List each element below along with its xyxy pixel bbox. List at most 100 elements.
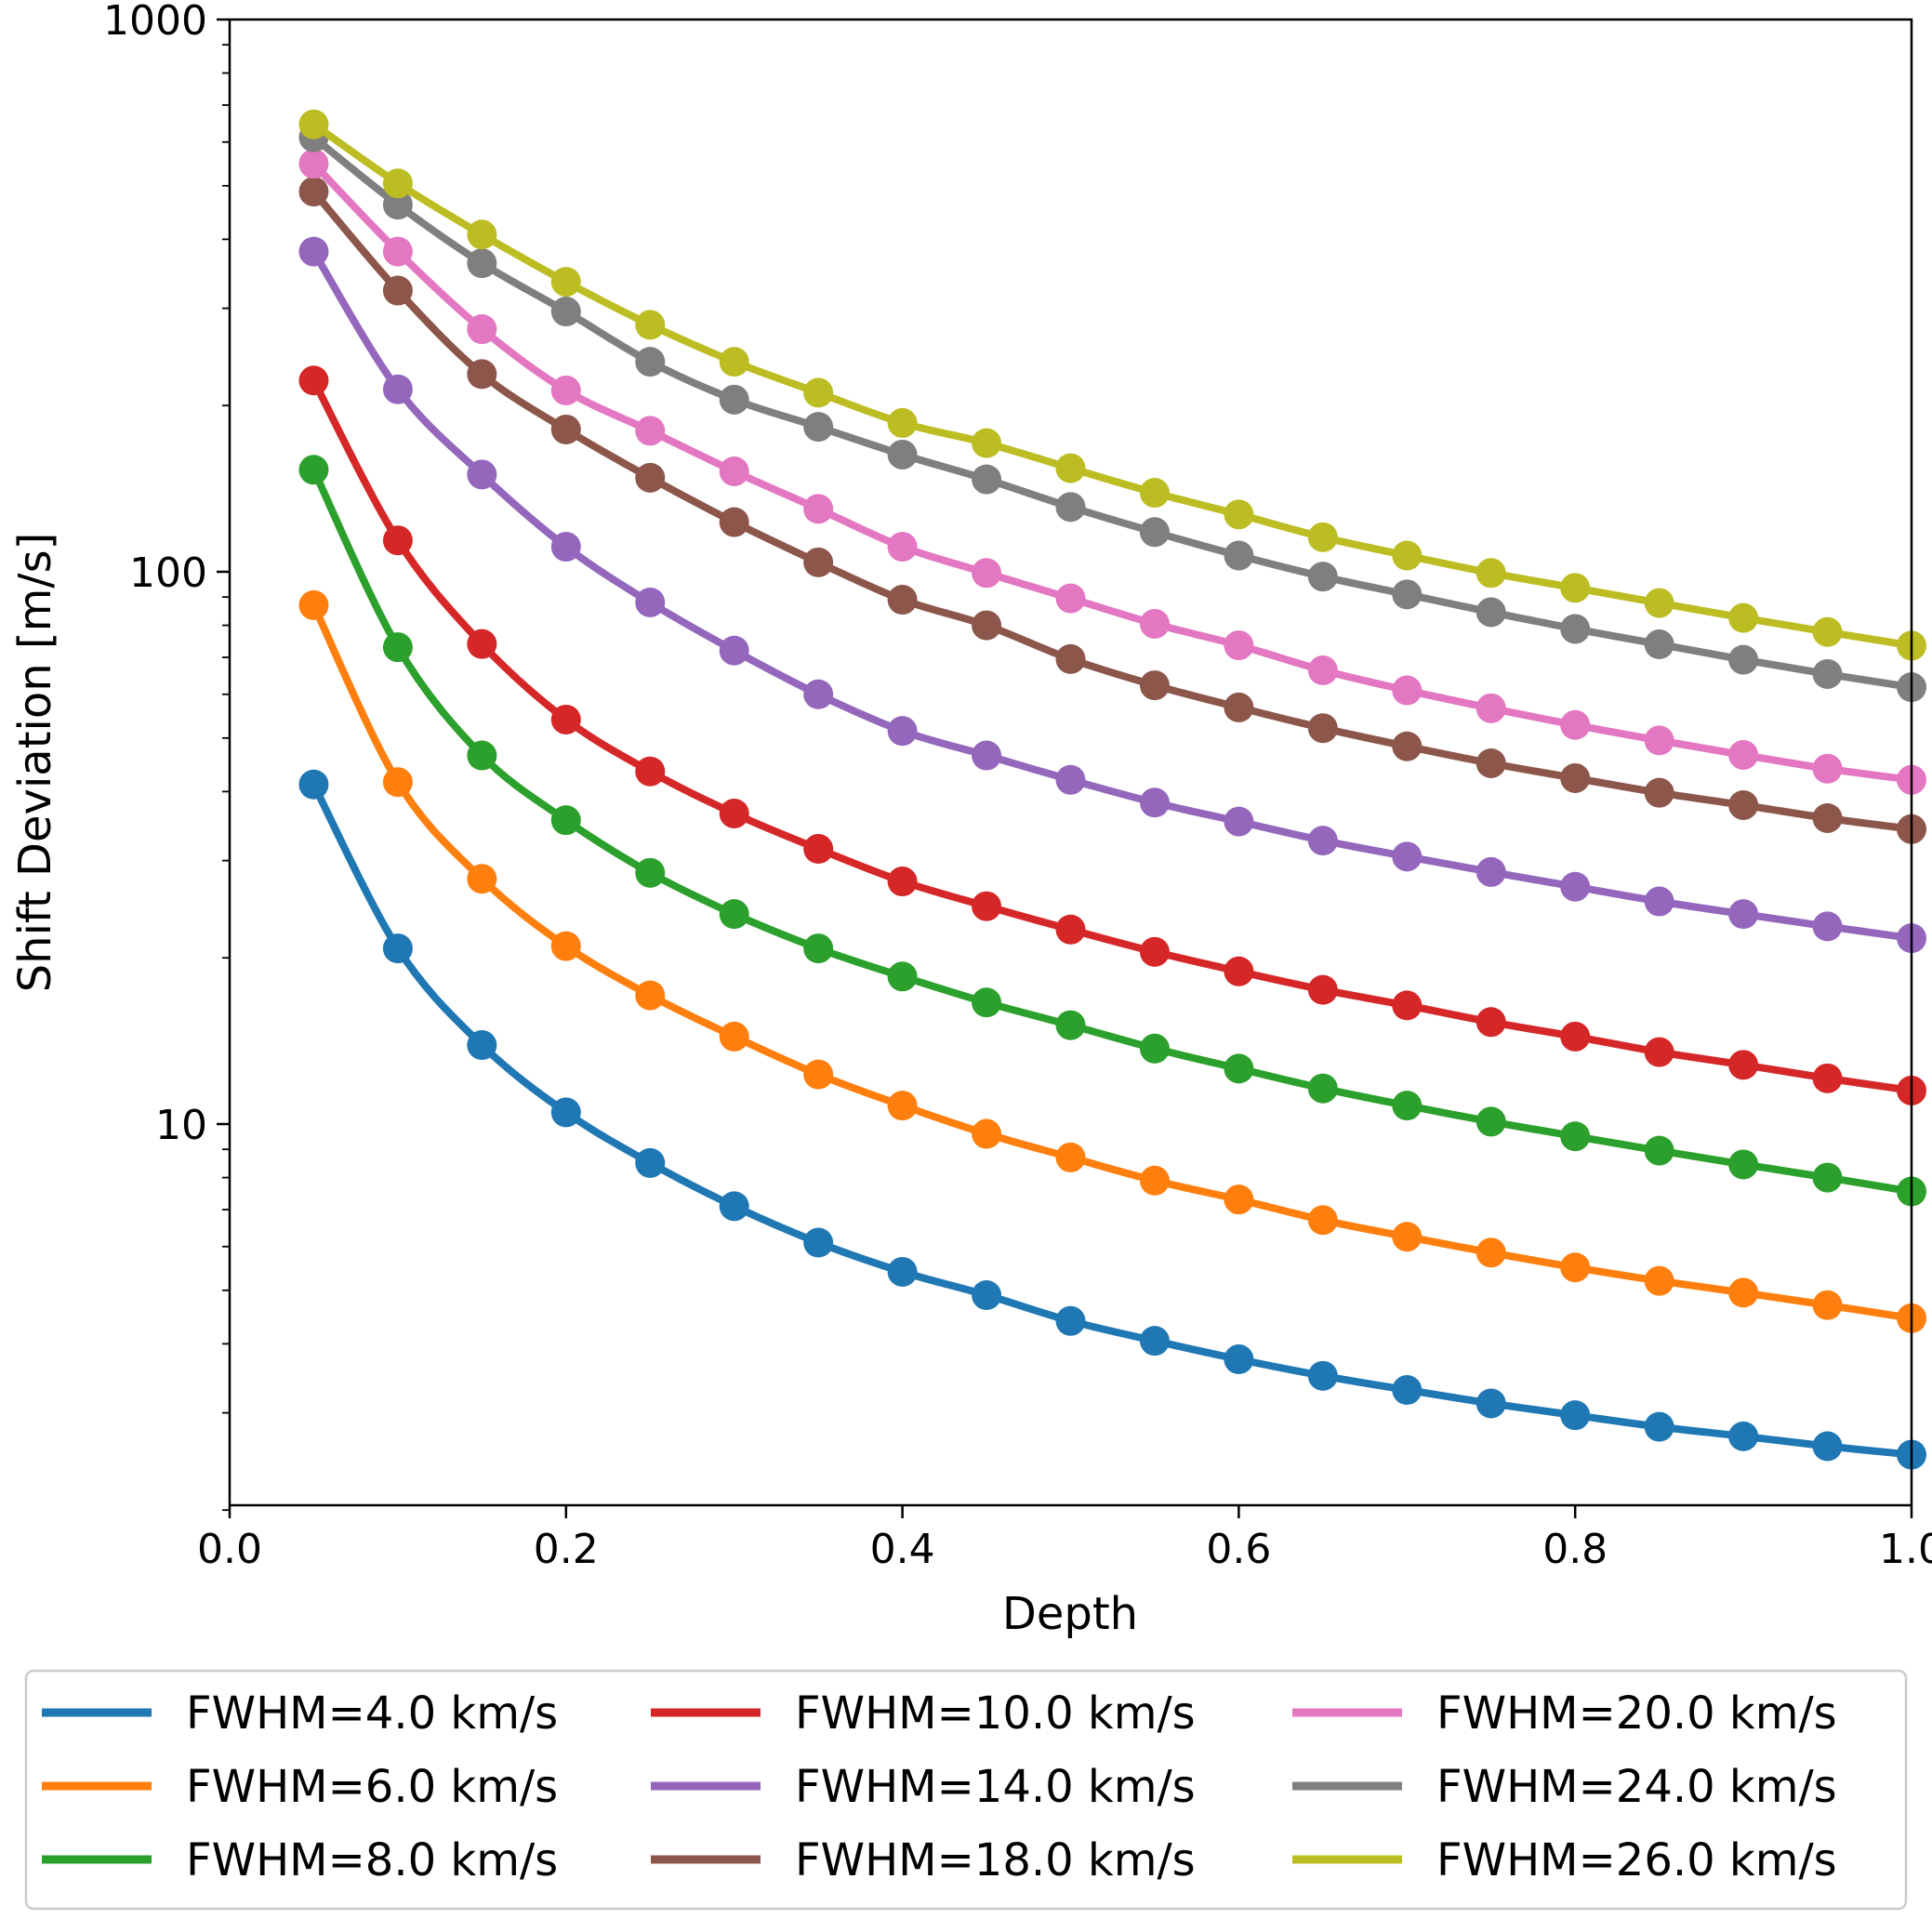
- data-point: [1139, 1165, 1170, 1196]
- data-point: [550, 375, 581, 405]
- data-point: [972, 610, 1002, 641]
- data-point: [972, 1280, 1002, 1311]
- series-layer: [298, 109, 1926, 1470]
- data-point: [1224, 1053, 1254, 1084]
- y-tick-label: 100: [129, 549, 207, 597]
- data-point: [382, 933, 413, 964]
- y-axis: 10 100 1000: [103, 0, 230, 1149]
- data-point: [1728, 1421, 1759, 1451]
- x-tick-label: 0.0: [197, 1526, 262, 1573]
- data-point: [887, 716, 918, 747]
- data-point: [550, 297, 581, 327]
- data-point: [1475, 597, 1506, 628]
- data-point: [1475, 558, 1506, 589]
- legend: FWHM=4.0 km/s FWHM=6.0 km/s FWHM=8.0 km/s F…: [24, 1669, 1908, 1911]
- data-point: [635, 857, 666, 888]
- data-point: [1475, 1106, 1506, 1137]
- data-point: [1644, 1135, 1674, 1166]
- data-point: [298, 236, 329, 267]
- x-tick-label: 0.2: [534, 1526, 599, 1573]
- data-point: [1392, 990, 1423, 1021]
- legend-item: FWHM=8.0 km/s: [42, 1834, 558, 1886]
- data-point: [719, 456, 749, 486]
- data-point: [1139, 787, 1170, 818]
- legend-label: FWHM=18.0 km/s: [795, 1834, 1196, 1886]
- data-point: [1139, 1033, 1170, 1064]
- data-point: [887, 961, 918, 992]
- data-point: [1644, 1037, 1674, 1067]
- data-point: [382, 632, 413, 663]
- data-point: [1392, 731, 1423, 761]
- data-point: [467, 1030, 497, 1061]
- data-point: [719, 635, 749, 666]
- data-point: [1644, 1265, 1674, 1296]
- data-point: [467, 864, 497, 894]
- data-point: [1055, 1142, 1086, 1172]
- data-point: [467, 459, 497, 490]
- legend-label: FWHM=26.0 km/s: [1436, 1834, 1837, 1886]
- data-point: [719, 384, 749, 415]
- data-point: [1224, 1184, 1254, 1215]
- data-point: [1139, 1326, 1170, 1356]
- data-point: [1055, 643, 1086, 674]
- data-point: [803, 1059, 834, 1090]
- data-point: [1139, 517, 1170, 548]
- data-point: [1475, 1237, 1506, 1268]
- data-point: [1307, 1073, 1338, 1104]
- data-point: [298, 455, 329, 485]
- data-point: [298, 149, 329, 179]
- data-point: [1560, 871, 1591, 902]
- data-point: [1392, 675, 1423, 706]
- data-point: [382, 168, 413, 199]
- data-point: [1475, 693, 1506, 723]
- data-point: [1644, 588, 1674, 618]
- y-axis-label: Shift Deviation [m/s]: [9, 533, 61, 993]
- data-point: [550, 532, 581, 562]
- legend-item: FWHM=14.0 km/s: [651, 1761, 1196, 1813]
- data-point: [972, 428, 1002, 458]
- data-point: [635, 756, 666, 787]
- data-point: [1307, 522, 1338, 552]
- data-point: [298, 177, 329, 207]
- data-point: [1139, 478, 1170, 509]
- legend-label: FWHM=6.0 km/s: [186, 1761, 558, 1813]
- legend-item: FWHM=26.0 km/s: [1292, 1834, 1837, 1886]
- data-point: [1812, 616, 1843, 647]
- data-point: [972, 987, 1002, 1018]
- data-point: [1307, 655, 1338, 686]
- data-point: [1392, 1375, 1423, 1406]
- data-point: [550, 704, 581, 734]
- data-point: [1392, 579, 1423, 610]
- data-point: [1728, 602, 1759, 633]
- data-point: [1139, 608, 1170, 639]
- series-2: [298, 589, 1926, 1333]
- data-point: [1644, 886, 1674, 917]
- data-point: [1560, 614, 1591, 644]
- data-point: [298, 589, 329, 620]
- series-5: [298, 236, 1926, 954]
- data-point: [1812, 802, 1843, 833]
- legend-label: FWHM=14.0 km/s: [795, 1761, 1196, 1813]
- data-point: [1307, 974, 1338, 1005]
- legend-frame: [24, 1669, 1908, 1911]
- data-point: [635, 587, 666, 617]
- data-point: [1560, 762, 1591, 793]
- legend-item: FWHM=20.0 km/s: [1292, 1687, 1837, 1740]
- x-axis: 0.0 0.2 0.4 0.6 0.8 1.0: [197, 1505, 1932, 1573]
- y-tick-label: 10: [155, 1102, 207, 1149]
- data-point: [1728, 1050, 1759, 1080]
- data-point: [1644, 777, 1674, 808]
- data-point: [635, 416, 666, 446]
- data-point: [467, 359, 497, 390]
- data-point: [1224, 1344, 1254, 1375]
- data-point: [382, 190, 413, 220]
- data-point: [1139, 670, 1170, 701]
- data-point: [719, 347, 749, 377]
- x-tick-label: 0.6: [1206, 1526, 1271, 1573]
- data-point: [972, 1118, 1002, 1149]
- data-point: [1055, 764, 1086, 795]
- data-point: [803, 547, 834, 577]
- data-point: [467, 740, 497, 771]
- legend-label: FWHM=20.0 km/s: [1436, 1687, 1837, 1740]
